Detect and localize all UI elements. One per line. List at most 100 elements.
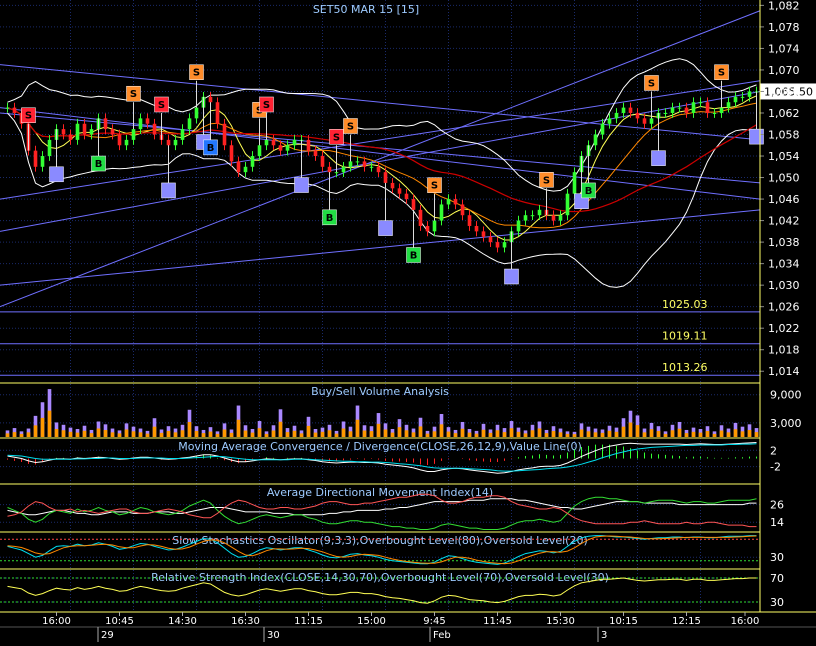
volume-bar-buy: [705, 431, 710, 437]
trend-line: [0, 64, 761, 141]
candle-body: [145, 118, 150, 124]
candle-body: [110, 129, 115, 135]
candle-body: [747, 91, 752, 97]
stochastic-panel[interactable]: Slow Stochastics Oscillator(9,3,3),Overb…: [0, 531, 760, 565]
candle-body: [292, 139, 297, 146]
volume-bar-buy: [474, 433, 479, 437]
candle-body: [369, 166, 374, 168]
candle-body: [187, 118, 192, 130]
volume-bar-buy: [383, 429, 388, 437]
candle-body: [285, 145, 290, 151]
sell-signal-marker: [343, 118, 358, 134]
candle-body: [726, 102, 731, 108]
candle-body: [677, 107, 682, 109]
signal-letter: S: [25, 111, 32, 122]
volume-bar-buy: [537, 428, 542, 437]
price-tick-label: 1,038: [768, 236, 800, 249]
neutral-signal-marker: [161, 182, 176, 199]
candle-body: [180, 129, 185, 140]
price-tick-label: 1,022: [768, 322, 800, 335]
macd-panel[interactable]: Moving Average Convergence / Divergence(…: [0, 437, 760, 474]
stoch-k-line: [7, 535, 757, 565]
minus-di-line: [7, 493, 757, 528]
time-tick-label: 15:30: [546, 616, 575, 627]
candle-body: [691, 102, 696, 113]
volume-bar-buy: [166, 431, 171, 437]
candle-body: [719, 107, 724, 113]
support-level-label: 1019.11: [662, 330, 708, 343]
last-price-label: 1,065.50: [764, 85, 813, 98]
adx-panel[interactable]: Average Directional Movement Index(14): [0, 483, 760, 530]
volume-bar-buy: [82, 430, 87, 437]
rsi-line: [7, 577, 757, 604]
time-tick-label: 14:30: [168, 616, 197, 627]
volume-bar-buy: [698, 432, 703, 437]
candle-body: [313, 150, 318, 157]
buy-signal-marker: [322, 209, 337, 226]
volume-bar-buy: [61, 430, 66, 437]
candle-body: [82, 123, 87, 135]
volume-bar-buy: [572, 434, 577, 437]
sell-signal-marker: [329, 129, 344, 145]
rsi-panel[interactable]: Relative Strength Index(CLOSE,14,30,70),…: [0, 568, 760, 604]
buy-signal-marker: [203, 139, 218, 156]
candle-body: [222, 123, 227, 146]
volume-bar-buy: [75, 432, 80, 437]
volume-bar-buy: [516, 431, 521, 437]
signal-letter: B: [326, 213, 334, 224]
volume-bar-buy: [96, 428, 101, 437]
volume-bar-buy: [523, 433, 528, 437]
signal-letter: S: [263, 100, 270, 111]
trend-line: [0, 107, 761, 200]
signal-letter: B: [410, 250, 418, 261]
candle-body: [495, 242, 500, 248]
candle-body: [432, 220, 437, 232]
volume-bar-buy: [285, 432, 290, 437]
volume-bar-buy: [397, 427, 402, 437]
candle-body: [341, 166, 346, 173]
volume-bar-buy: [607, 430, 612, 437]
neutral-signal-marker: [651, 150, 666, 166]
volume-panel[interactable]: Buy/Sell Volume Analysis: [0, 382, 760, 437]
neutral-signal-marker: [49, 166, 64, 183]
price-tick-label: 1,070: [768, 64, 800, 77]
volume-bar-buy: [446, 431, 451, 437]
candle-body: [250, 156, 255, 167]
candle-body: [593, 134, 598, 146]
neutral-signal-marker: [378, 220, 393, 236]
volume-bar-buy: [117, 433, 122, 437]
candle-body: [530, 215, 535, 217]
volume-bar-buy: [593, 432, 598, 437]
signal-letter: B: [207, 143, 215, 154]
volume-bar-buy: [89, 433, 94, 437]
volume-bar-buy: [131, 431, 136, 437]
date-tick-label: Feb: [433, 630, 451, 641]
price-tick-label: 1,066: [768, 85, 800, 98]
panel-tick-label: 70: [770, 572, 784, 585]
candle-body: [5, 107, 10, 109]
signal-letter: S: [543, 175, 550, 186]
panel-title: Average Directional Movement Index(14): [267, 486, 493, 499]
candle-body: [383, 172, 388, 183]
volume-bar-buy: [341, 428, 346, 437]
candle-body: [264, 139, 269, 146]
sell-signal-marker: [644, 75, 659, 91]
volume-bar-buy: [236, 419, 241, 437]
candle-body: [271, 139, 276, 146]
time-tick-label: 11:45: [483, 616, 512, 627]
candle-body: [12, 107, 17, 113]
volume-bar-buy: [124, 429, 129, 437]
signal-letter: S: [718, 68, 725, 79]
candle-body: [418, 209, 423, 226]
volume-bar-buy: [670, 430, 675, 437]
sell-signal-marker: [427, 177, 442, 193]
volume-bar-buy: [103, 430, 108, 437]
volume-bar-buy: [26, 432, 31, 437]
candle-body: [306, 139, 311, 151]
volume-bar-buy: [677, 428, 682, 437]
volume-bar-buy: [33, 425, 38, 437]
volume-bar-buy: [502, 432, 507, 437]
volume-bar-buy: [348, 431, 353, 437]
